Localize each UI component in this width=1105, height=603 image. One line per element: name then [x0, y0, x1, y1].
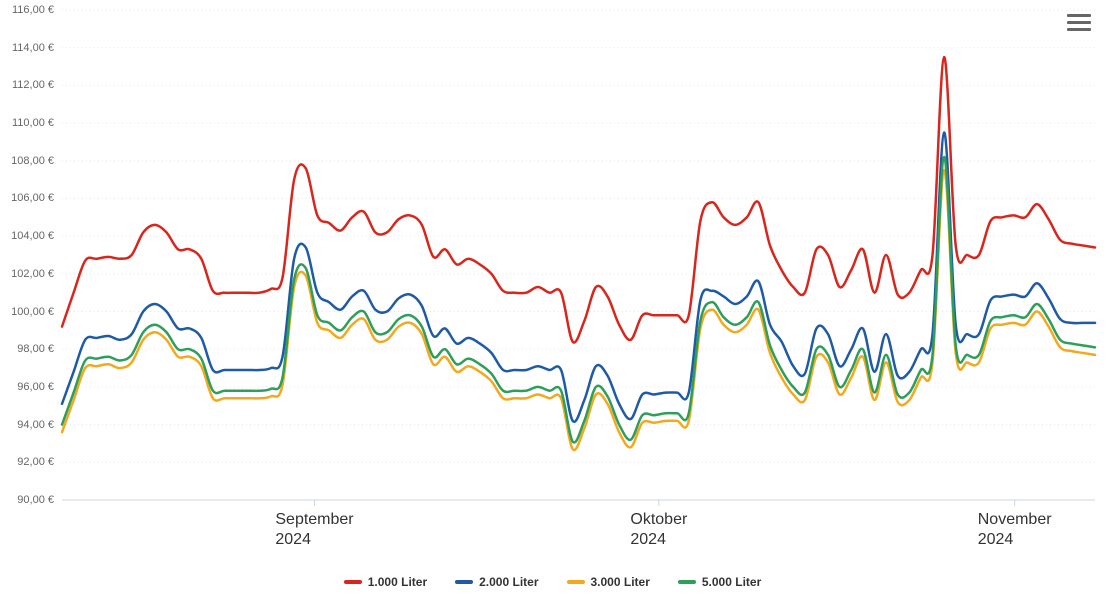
legend-label: 5.000 Liter	[702, 575, 761, 589]
legend-item-0[interactable]: 1.000 Liter	[344, 575, 427, 589]
y-tick-label: 92,00 €	[17, 456, 54, 468]
series-line-1	[62, 132, 1095, 421]
y-tick-label: 114,00 €	[12, 42, 54, 54]
x-tick-label: November2024	[978, 510, 1052, 550]
hamburger-icon	[1067, 14, 1091, 17]
legend-item-2[interactable]: 3.000 Liter	[567, 575, 650, 589]
y-axis-labels: 90,00 € 92,00 € 94,00 € 96,00 € 98,00 € 100,0…	[0, 0, 60, 603]
legend-label: 3.000 Liter	[591, 575, 650, 589]
y-tick-label: 106,00 €	[11, 192, 54, 204]
x-tick-label: Oktober2024	[630, 510, 687, 550]
y-tick-label: 90,00 €	[17, 494, 54, 506]
legend-item-3[interactable]: 5.000 Liter	[678, 575, 761, 589]
chart-menu-button[interactable]	[1065, 8, 1093, 36]
y-tick-label: 100,00 €	[11, 306, 54, 318]
legend-item-1[interactable]: 2.000 Liter	[455, 575, 538, 589]
legend-label: 2.000 Liter	[479, 575, 538, 589]
legend-swatch	[344, 580, 362, 584]
y-tick-label: 110,00 €	[12, 117, 54, 129]
y-tick-label: 96,00 €	[17, 381, 54, 393]
y-tick-label: 104,00 €	[11, 230, 54, 242]
legend-swatch	[567, 580, 585, 584]
legend-swatch	[678, 580, 696, 584]
y-tick-label: 116,00 €	[12, 4, 54, 16]
chart-plot-area	[0, 0, 1105, 603]
y-tick-label: 108,00 €	[11, 155, 54, 167]
y-tick-label: 94,00 €	[17, 419, 54, 431]
chart-legend: 1.000 Liter 2.000 Liter 3.000 Liter 5.000 L…	[0, 573, 1105, 589]
price-line-chart: 90,00 € 92,00 € 94,00 € 96,00 € 98,00 € 100,0…	[0, 0, 1105, 603]
legend-label: 1.000 Liter	[368, 575, 427, 589]
x-tick-label: September2024	[275, 510, 353, 550]
y-tick-label: 102,00 €	[11, 268, 54, 280]
y-tick-label: 112,00 €	[12, 79, 54, 91]
legend-swatch	[455, 580, 473, 584]
y-tick-label: 98,00 €	[17, 343, 54, 355]
